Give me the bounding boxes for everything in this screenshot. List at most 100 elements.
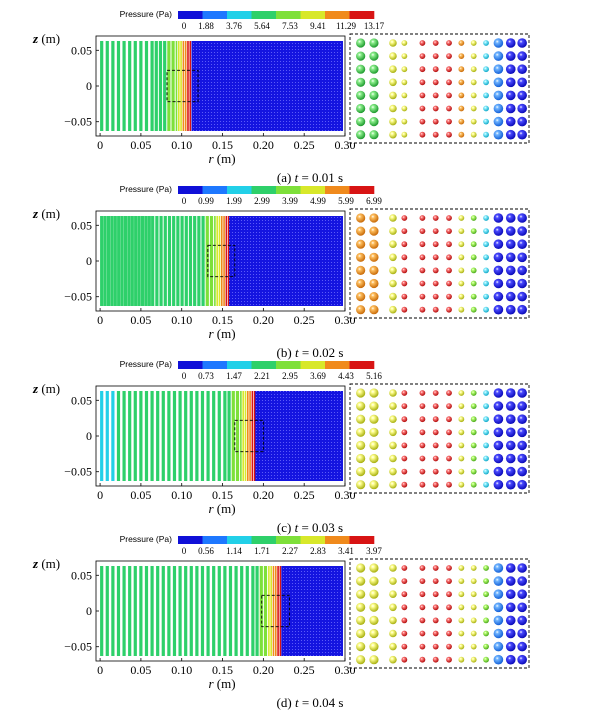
- colorbar-segment: [325, 186, 350, 194]
- inset-particle: [356, 252, 366, 262]
- particle-column: [270, 566, 272, 656]
- inset-particle: [458, 591, 465, 598]
- inset-particle: [432, 403, 439, 409]
- colorbar-segment: [178, 361, 203, 369]
- inset-particle: [369, 642, 379, 652]
- inset-particle: [432, 131, 439, 138]
- panel-c: Pressure (Pa) 0 0.73 1.47 2.21 2.95 3.69 4.43 5.…: [32, 359, 530, 535]
- inset-particle: [458, 131, 465, 138]
- colorbar-tick-label: 0.99: [198, 196, 214, 206]
- x-tick-label: 0.15: [212, 488, 233, 502]
- inset-particle: [483, 215, 489, 221]
- particle-column: [206, 391, 210, 481]
- colorbar-segment: [300, 186, 326, 194]
- colorbar-tick-label: 4.43: [338, 371, 354, 381]
- inset-particle: [389, 642, 397, 651]
- inset-particle: [369, 576, 379, 586]
- colorbar-segment: [349, 11, 375, 19]
- inset-particle: [493, 440, 504, 451]
- inset-particle: [517, 563, 527, 573]
- inset-particle: [419, 565, 426, 571]
- inset-particle: [505, 628, 516, 639]
- inset-particle: [446, 481, 452, 488]
- particle-column: [240, 566, 244, 656]
- colorbar-tick-label: 3.69: [310, 371, 326, 381]
- inset-particle: [517, 414, 527, 425]
- particle-column: [188, 216, 193, 306]
- inset-particle: [517, 304, 527, 315]
- inset-particle: [483, 656, 489, 663]
- inset-particle: [483, 468, 489, 475]
- inset-particle: [401, 118, 408, 125]
- inset-particle: [369, 130, 379, 140]
- inset-particle: [369, 265, 379, 275]
- inset-particle: [401, 591, 408, 598]
- inset-particle: [446, 578, 452, 584]
- inset-particle: [470, 617, 477, 624]
- inset-particle: [369, 292, 379, 302]
- particle-column: [176, 216, 180, 306]
- inset-particle: [389, 428, 397, 437]
- inset-particle: [419, 442, 426, 449]
- y-tick-label: −0.05: [64, 115, 92, 129]
- inset-particle: [458, 79, 465, 86]
- inset-particle: [389, 389, 397, 397]
- inset-particle: [458, 604, 465, 611]
- inset-particle: [493, 38, 504, 48]
- colorbar-segment: [251, 536, 277, 544]
- inset-particle: [389, 214, 397, 222]
- inset-particle: [369, 252, 379, 262]
- inset-particle: [517, 479, 527, 490]
- inset-particle: [517, 388, 527, 398]
- zoom-region-box: [261, 594, 290, 628]
- x-axis-label: r (m): [208, 676, 235, 691]
- inset-particle: [389, 292, 397, 301]
- inset-particle: [432, 53, 439, 59]
- inset-particle: [389, 415, 397, 424]
- particle-column: [144, 391, 149, 481]
- y-axis-label: z (m): [32, 206, 60, 221]
- inset-particle: [517, 427, 527, 438]
- particle-column: [156, 566, 160, 656]
- inset-particle: [401, 105, 408, 112]
- x-tick-label: 0.20: [253, 138, 274, 152]
- inset-particle: [517, 615, 527, 626]
- inset-particle: [505, 103, 516, 114]
- inset-particle: [458, 53, 465, 59]
- inset-particle: [493, 77, 504, 88]
- inset-particle: [483, 92, 489, 99]
- inset-particle: [369, 453, 379, 464]
- inset-particle: [369, 226, 379, 236]
- inset-particle: [369, 64, 379, 74]
- inset-particle: [401, 468, 408, 475]
- x-tick-label: 0.05: [130, 663, 151, 677]
- particle-column: [184, 41, 187, 131]
- zoom-inset: [349, 208, 530, 319]
- particle-column: [106, 216, 111, 306]
- inset-particle: [446, 429, 452, 436]
- colorbar-tick-label: 0: [182, 371, 187, 381]
- colorbar-tick-label: 1.99: [226, 196, 242, 206]
- inset-particle: [483, 105, 489, 112]
- inset-particle: [389, 279, 397, 288]
- x-tick-label: 0.15: [212, 138, 233, 152]
- inset-particle: [446, 306, 452, 313]
- inset-particle: [517, 103, 527, 114]
- inset-particle: [483, 118, 489, 125]
- inset-particle: [369, 388, 379, 398]
- inset-particle: [493, 427, 504, 438]
- colorbar-segment: [349, 186, 375, 194]
- inset-particle: [419, 403, 426, 409]
- inset-particle: [432, 468, 439, 475]
- inset-particle: [356, 440, 366, 450]
- x-tick-label: 0.05: [130, 138, 151, 152]
- inset-particle: [517, 278, 527, 289]
- particle-column: [184, 391, 188, 481]
- particle-column: [128, 391, 132, 481]
- inset-particle: [369, 427, 379, 437]
- inset-particle: [446, 131, 452, 138]
- inset-particle: [419, 617, 426, 624]
- inset-particle: [483, 390, 489, 396]
- y-tick-label: 0: [86, 254, 92, 268]
- inset-particle: [505, 38, 516, 48]
